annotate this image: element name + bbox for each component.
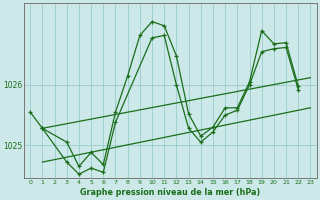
X-axis label: Graphe pression niveau de la mer (hPa): Graphe pression niveau de la mer (hPa)	[80, 188, 260, 197]
